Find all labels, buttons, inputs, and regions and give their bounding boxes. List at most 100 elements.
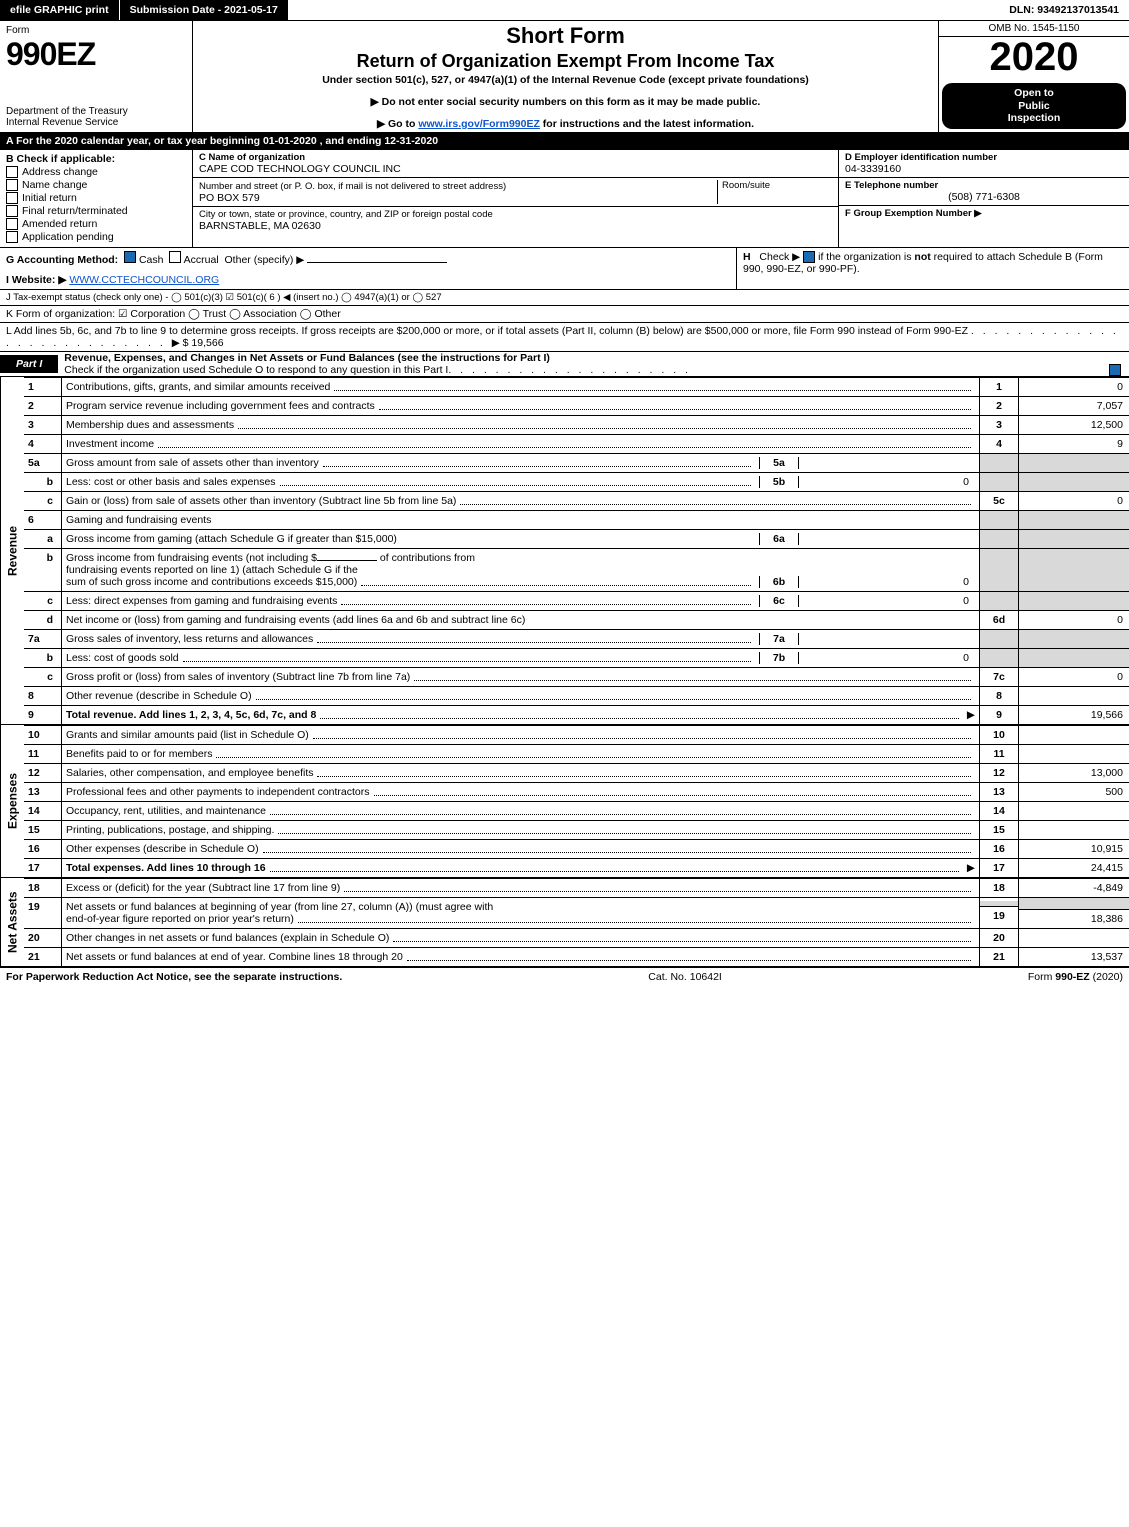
l21-desc: Net assets or fund balances at end of ye… — [66, 951, 403, 963]
tab-submission: Submission Date - 2021-05-17 — [119, 0, 288, 20]
cb-schedule-o[interactable] — [1109, 364, 1121, 376]
form-label: Form — [6, 25, 186, 36]
footer-cat: Cat. No. 10642I — [342, 971, 1028, 983]
l18-amt: -4,849 — [1019, 878, 1129, 897]
title-return: Return of Organization Exempt From Incom… — [199, 51, 932, 72]
cb-cash[interactable] — [124, 251, 136, 263]
side-expenses: Expenses — [0, 725, 24, 877]
l19-desc: Net assets or fund balances at beginning… — [66, 901, 975, 913]
org-street: PO BOX 579 — [199, 192, 717, 204]
form-header: Form 990EZ Department of the Treasury In… — [0, 21, 1129, 133]
block-bcd: B Check if applicable: Address change Na… — [0, 150, 1129, 248]
cb-address-change[interactable] — [6, 166, 18, 178]
l5c-amt: 0 — [1019, 491, 1129, 510]
org-name: CAPE COD TECHNOLOGY COUNCIL INC — [199, 163, 832, 175]
link-website[interactable]: WWW.CCTECHCOUNCIL.ORG — [69, 274, 219, 286]
tax-year: 2020 — [939, 37, 1129, 80]
part1-title: Revenue, Expenses, and Changes in Net As… — [64, 352, 1129, 364]
l6c-desc: Less: direct expenses from gaming and fu… — [66, 595, 337, 607]
l6d-desc: Net income or (loss) from gaming and fun… — [66, 614, 525, 626]
cb-initial-return[interactable] — [6, 192, 18, 204]
cb-amended[interactable] — [6, 218, 18, 230]
l9-amt: 19,566 — [1019, 705, 1129, 724]
cb-accrual[interactable] — [169, 251, 181, 263]
l2-desc: Program service revenue including govern… — [66, 400, 375, 412]
l13-amt: 500 — [1019, 782, 1129, 801]
l7c-amt: 0 — [1019, 667, 1129, 686]
l3-amt: 12,500 — [1019, 415, 1129, 434]
l20-desc: Other changes in net assets or fund bala… — [66, 932, 389, 944]
part1-tab: Part I — [0, 355, 58, 373]
l10-desc: Grants and similar amounts paid (list in… — [66, 729, 309, 741]
goto-pre: ▶ Go to — [377, 118, 418, 130]
form-number: 990EZ — [6, 36, 186, 73]
cb-app-pending[interactable] — [6, 231, 18, 243]
dept-treasury: Department of the Treasury — [6, 106, 186, 117]
line-A-period: A For the 2020 calendar year, or tax yea… — [0, 133, 1129, 150]
G-label: G Accounting Method: — [6, 254, 118, 266]
l5a-desc: Gross amount from sale of assets other t… — [66, 457, 319, 469]
l1-n: 1 — [979, 377, 1019, 396]
l18-desc: Excess or (deficit) for the year (Subtra… — [66, 882, 340, 894]
l6b-ia: 0 — [799, 576, 975, 588]
footer-left: For Paperwork Reduction Act Notice, see … — [6, 971, 342, 983]
l21-amt: 13,537 — [1019, 947, 1129, 966]
cb-H[interactable] — [803, 251, 815, 263]
title-short-form: Short Form — [199, 23, 932, 49]
C-name-label: C Name of organization — [199, 152, 832, 163]
l14-desc: Occupancy, rent, utilities, and maintena… — [66, 805, 266, 817]
l16-desc: Other expenses (describe in Schedule O) — [66, 843, 259, 855]
l6d-amt: 0 — [1019, 610, 1129, 629]
l15-desc: Printing, publications, postage, and shi… — [66, 824, 274, 836]
fundraising-amount-line[interactable] — [317, 560, 377, 561]
cb-final-return[interactable] — [6, 205, 18, 217]
tab-efile[interactable]: efile GRAPHIC print — [0, 0, 119, 20]
title-section: Under section 501(c), 527, or 4947(a)(1)… — [199, 74, 932, 86]
col-C: C Name of organization CAPE COD TECHNOLO… — [193, 150, 838, 247]
cb-name-change[interactable] — [6, 179, 18, 191]
org-ein: 04-3339160 — [845, 163, 1123, 175]
part1-bar: Part I Revenue, Expenses, and Changes in… — [0, 352, 1129, 377]
l13-desc: Professional fees and other payments to … — [66, 786, 370, 798]
l12-desc: Salaries, other compensation, and employ… — [66, 767, 313, 779]
l6c-ia: 0 — [799, 595, 975, 607]
F-group-label: F Group Exemption Number ▶ — [845, 208, 1123, 219]
goto-post: for instructions and the latest informat… — [540, 118, 754, 130]
side-net-assets: Net Assets — [0, 878, 24, 966]
E-tel-label: E Telephone number — [845, 180, 1123, 191]
l4-amt: 9 — [1019, 434, 1129, 453]
l2-amt: 7,057 — [1019, 396, 1129, 415]
warn-ssn: ▶ Do not enter social security numbers o… — [199, 96, 932, 108]
link-irs[interactable]: www.irs.gov/Form990EZ — [418, 118, 540, 130]
line-K: K Form of organization: ☑ Corporation ◯ … — [0, 306, 1129, 323]
l17-desc: Total expenses. Add lines 10 through 16 — [66, 862, 266, 874]
org-city: BARNSTABLE, MA 02630 — [199, 220, 832, 232]
l3-desc: Membership dues and assessments — [66, 419, 234, 431]
l7b-desc: Less: cost of goods sold — [66, 652, 179, 664]
other-specify-line[interactable] — [307, 262, 447, 263]
l1-desc: Contributions, gifts, grants, and simila… — [66, 381, 330, 393]
l17-amt: 24,415 — [1019, 858, 1129, 877]
D-ein-label: D Employer identification number — [845, 152, 1123, 163]
line-L: L Add lines 5b, 6c, and 7b to line 9 to … — [0, 323, 1129, 352]
l5b-desc: Less: cost or other basis and sales expe… — [66, 476, 276, 488]
l11-desc: Benefits paid to or for members — [66, 748, 212, 760]
l16-amt: 10,915 — [1019, 839, 1129, 858]
room-suite-label: Room/suite — [717, 180, 832, 204]
l7c-desc: Gross profit or (loss) from sales of inv… — [66, 671, 410, 683]
I-label: I Website: ▶ — [6, 274, 66, 286]
l6a-desc: Gross income from gaming (attach Schedul… — [66, 533, 397, 545]
H-box: H Check ▶ if the organization is not req… — [736, 248, 1129, 289]
l5b-ia: 0 — [799, 476, 975, 488]
C-city-label: City or town, state or province, country… — [199, 209, 832, 220]
footer: For Paperwork Reduction Act Notice, see … — [0, 967, 1129, 986]
tab-bar: efile GRAPHIC print Submission Date - 20… — [0, 0, 1129, 21]
l7a-desc: Gross sales of inventory, less returns a… — [66, 633, 313, 645]
l1-amt: 0 — [1019, 377, 1129, 396]
l12-amt: 13,000 — [1019, 763, 1129, 782]
expenses-grid: Expenses 10Grants and similar amounts pa… — [0, 725, 1129, 878]
row-GH: G Accounting Method: Cash Accrual Other … — [0, 248, 1129, 290]
netassets-grid: Net Assets 18Excess or (deficit) for the… — [0, 878, 1129, 967]
public-inspection-badge: Open to Public Inspection — [942, 83, 1126, 129]
l6-desc: Gaming and fundraising events — [66, 514, 211, 526]
